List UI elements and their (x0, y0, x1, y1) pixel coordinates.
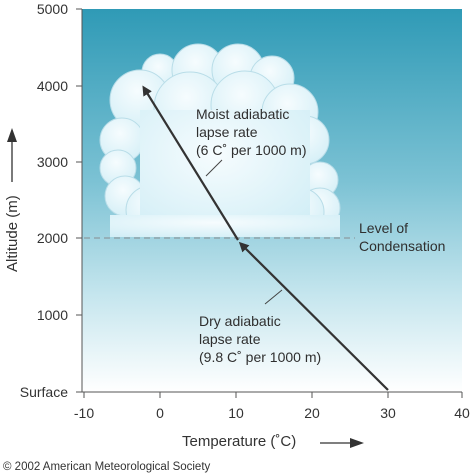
y-tick-2000: 2000 (37, 230, 68, 246)
x-tick-0: 0 (156, 405, 164, 421)
x-tick-10: 10 (228, 405, 244, 421)
x-axis-ticks (83, 392, 463, 398)
dry-adiabatic-path (238, 241, 389, 391)
dry-label-line1: Dry adiabatic (199, 313, 281, 329)
dry-lapse-label: Dry adiabatic lapse rate (9.8 C˚ per 100… (199, 313, 321, 365)
moist-label-line3: (6 C˚ per 1000 m) (196, 142, 306, 158)
moist-label-pointer (205, 159, 223, 177)
condensation-label-line1: Level of (359, 220, 408, 236)
y-tick-1000: 1000 (37, 307, 68, 323)
x-tick-neg10: -10 (74, 405, 94, 421)
x-tick-40: 40 (454, 405, 470, 421)
moist-adiabatic-path (142, 85, 239, 241)
dry-label-line2: lapse rate (199, 331, 261, 347)
y-axis-title: Altitude (m) (4, 195, 21, 272)
y-tick-surface: Surface (20, 384, 68, 400)
y-tick-4000: 4000 (37, 78, 68, 94)
x-tick-30: 30 (380, 405, 396, 421)
y-tick-3000: 3000 (37, 154, 68, 170)
x-axis-title: Temperature (˚C) (182, 433, 296, 450)
y-tick-5000: 5000 (37, 1, 68, 17)
x-axis-tick-labels: -10 0 10 20 30 40 (74, 405, 470, 421)
cloud-shape (99, 43, 341, 237)
y-axis-arrow (7, 128, 17, 182)
condensation-label-line2: Condensation (359, 238, 445, 254)
y-axis-tick-labels: Surface 1000 2000 3000 4000 5000 (20, 1, 68, 400)
dry-label-pointer (264, 289, 283, 305)
copyright-credit: © 2002 American Meteorological Society (3, 461, 211, 473)
moist-lapse-label: Moist adiabatic lapse rate (6 C˚ per 100… (196, 106, 306, 158)
moist-label-line1: Moist adiabatic (196, 106, 289, 122)
x-axis-arrow (320, 438, 364, 448)
moist-label-line2: lapse rate (196, 124, 258, 140)
y-axis-ticks (76, 8, 82, 393)
dry-label-line3: (9.8 C˚ per 1000 m) (199, 349, 321, 365)
condensation-label: Level of Condensation (359, 220, 445, 254)
x-tick-20: 20 (304, 405, 320, 421)
